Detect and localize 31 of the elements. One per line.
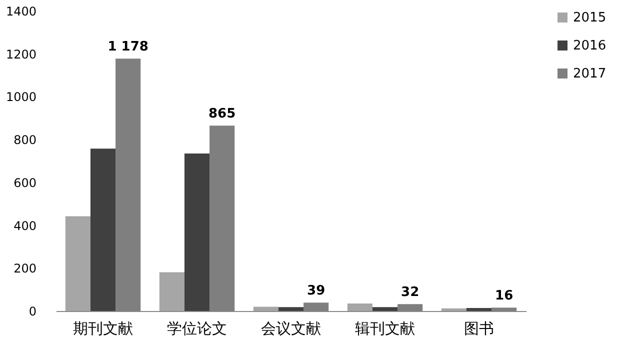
legend-label: 2015 [573, 10, 606, 26]
y-tick-label: 0 [28, 304, 36, 318]
y-tick-label: 1200 [6, 47, 36, 62]
data-label: 39 [307, 284, 326, 299]
y-tick-label: 1400 [6, 4, 36, 18]
bar [466, 308, 492, 311]
data-label: 865 [208, 106, 236, 122]
x-tick-label: 辑刊文献 [355, 320, 415, 338]
y-tick-label: 1000 [6, 90, 36, 104]
bar [372, 307, 398, 311]
legend-label: 2016 [573, 38, 606, 54]
bar [90, 148, 116, 311]
bar [65, 216, 90, 311]
y-tick-label: 600 [14, 176, 36, 190]
y-tick-label: 200 [14, 262, 36, 276]
bar [278, 307, 304, 311]
data-label: 32 [401, 285, 420, 300]
bar [184, 154, 210, 311]
bar [159, 272, 184, 311]
data-label: 1 178 [108, 40, 148, 55]
y-tick-label: 400 [14, 218, 36, 233]
x-tick-label: 会议文献 [261, 320, 321, 338]
bar [347, 304, 372, 311]
data-label: 16 [495, 288, 514, 304]
bar [441, 308, 466, 311]
bar [253, 306, 278, 311]
y-tick-label: 800 [14, 133, 36, 148]
x-tick-label: 学位论文 [167, 320, 227, 338]
x-tick-label: 期刊文献 [73, 320, 133, 338]
legend-label: 2017 [573, 66, 606, 82]
x-tick-label: 图书 [464, 320, 494, 338]
